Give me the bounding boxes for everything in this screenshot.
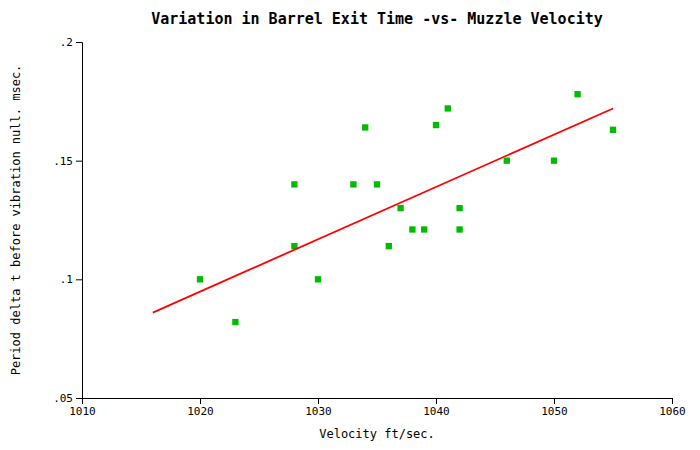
tick: 1020 bbox=[187, 398, 214, 418]
tick-mark bbox=[76, 42, 82, 43]
tick-label: 1020 bbox=[187, 405, 214, 418]
tick-label: 1030 bbox=[305, 405, 332, 418]
tick-mark bbox=[436, 398, 437, 404]
point bbox=[445, 105, 451, 111]
point bbox=[350, 181, 356, 187]
tick-mark bbox=[200, 398, 201, 404]
tick-label: 1060 bbox=[659, 405, 686, 418]
point bbox=[421, 226, 427, 232]
point bbox=[374, 181, 380, 187]
tick-label: .1 bbox=[60, 273, 73, 286]
chart: 1010 1020 1030 1040 1050 1060 .05 .1 .15 .2 Variat… bbox=[0, 0, 700, 450]
x-axis: 1010 1020 1030 1040 1050 1060 bbox=[69, 398, 686, 418]
y-axis-title: Period delta t before vibration null. ms… bbox=[9, 65, 23, 376]
point bbox=[456, 205, 462, 211]
tick-label: .15 bbox=[53, 155, 73, 168]
point bbox=[574, 91, 580, 97]
tick-label: 1010 bbox=[69, 405, 96, 418]
axis-line bbox=[83, 399, 673, 405]
tick-label: 1050 bbox=[541, 405, 568, 418]
point bbox=[315, 276, 321, 282]
tick: 1060 bbox=[659, 398, 686, 418]
tick: 1030 bbox=[305, 398, 332, 418]
tick-label: 1040 bbox=[423, 405, 450, 418]
point bbox=[291, 181, 297, 187]
point bbox=[362, 124, 368, 130]
tick: 1010 bbox=[69, 398, 96, 418]
axis-line bbox=[76, 43, 83, 399]
point bbox=[433, 122, 439, 128]
x-axis-title: Velocity ft/sec. bbox=[319, 427, 435, 441]
tick: 1040 bbox=[423, 398, 450, 418]
tick: .05 bbox=[53, 392, 82, 405]
tick: 1050 bbox=[541, 398, 568, 418]
point bbox=[456, 226, 462, 232]
marks bbox=[153, 91, 616, 325]
point bbox=[386, 243, 392, 249]
point bbox=[397, 205, 403, 211]
point bbox=[610, 127, 616, 133]
point bbox=[197, 276, 203, 282]
y-axis: .05 .1 .15 .2 bbox=[53, 36, 82, 405]
point bbox=[232, 319, 238, 325]
tick-mark bbox=[76, 279, 82, 280]
tick: .1 bbox=[60, 273, 82, 286]
tick-mark bbox=[554, 398, 555, 404]
point bbox=[409, 226, 415, 232]
tick-mark bbox=[76, 161, 82, 162]
title: Variation in Barrel Exit Time -vs- Muzzl… bbox=[151, 10, 603, 28]
tick-label: .2 bbox=[60, 36, 73, 49]
tick-mark bbox=[318, 398, 319, 404]
tick: .15 bbox=[53, 155, 82, 168]
tick-mark bbox=[672, 398, 673, 404]
point bbox=[504, 158, 510, 164]
tick: .2 bbox=[60, 36, 82, 49]
regression-line bbox=[153, 108, 613, 312]
tick-label: .05 bbox=[53, 392, 73, 405]
point bbox=[551, 158, 557, 164]
plot: 1010 1020 1030 1040 1050 1060 .05 .1 .15 .2 bbox=[53, 36, 686, 418]
tick-mark bbox=[76, 398, 82, 399]
